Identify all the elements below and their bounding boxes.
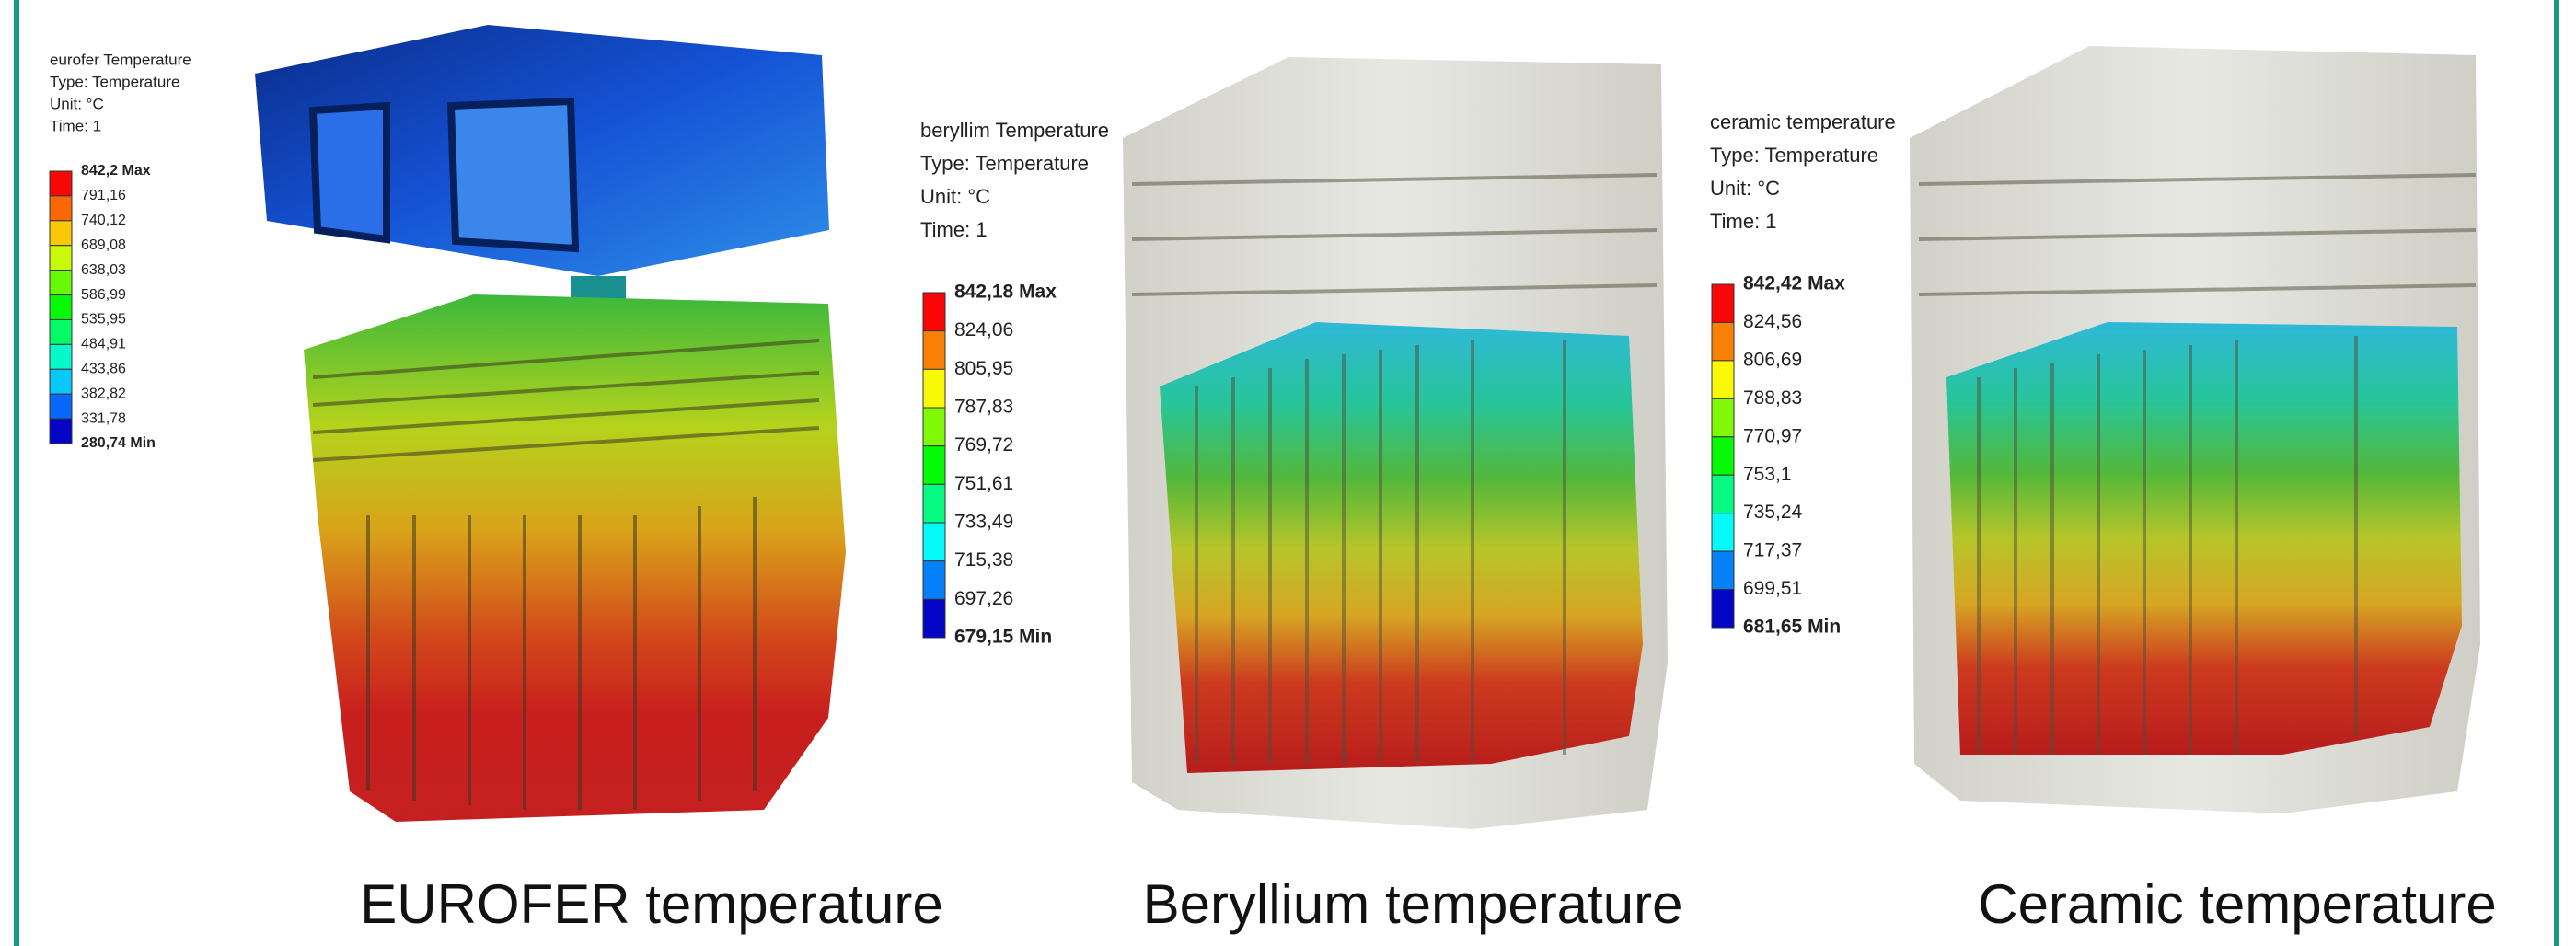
eurofer-render <box>255 25 846 822</box>
legend-band <box>50 344 72 369</box>
legend-level: 788,83 <box>1743 387 1802 409</box>
legend-level: 638,03 <box>81 262 126 278</box>
legend-line: Unit: °C <box>920 185 990 208</box>
legend-level: 679,15 Min <box>954 627 1052 648</box>
legend-level: 382,82 <box>81 386 126 401</box>
legend-line: ceramic temperature <box>1710 110 1896 133</box>
legend-band <box>50 419 72 444</box>
legend-level: 824,56 <box>1743 311 1802 332</box>
legend-line: Time: 1 <box>1710 210 1777 233</box>
beryllium-render <box>1123 57 1668 829</box>
legend-band <box>1712 590 1734 628</box>
legend-band <box>50 246 72 271</box>
caption: EUROFER temperature <box>360 873 943 935</box>
legend-band <box>923 369 945 408</box>
legend-line: Type: Temperature <box>920 152 1089 175</box>
legend-level: 740,12 <box>81 213 126 228</box>
legend-level: 824,06 <box>954 319 1013 340</box>
legend-level: 842,2 Max <box>81 163 151 179</box>
legend-band <box>923 484 945 523</box>
legend-level: 697,26 <box>954 588 1013 609</box>
legend-band <box>1712 398 1734 436</box>
legend-band <box>923 446 945 485</box>
legend-line: Type: Temperature <box>1710 144 1878 167</box>
legend-band <box>1712 475 1734 513</box>
legend-level: 842,18 Max <box>954 282 1057 303</box>
legend-band <box>50 319 72 344</box>
legend-band <box>50 394 72 419</box>
legend-level: 769,72 <box>954 434 1013 456</box>
legend-band <box>1712 513 1734 551</box>
legend-band <box>923 561 945 600</box>
legend-line: beryllim Temperature <box>920 119 1109 142</box>
legend-band <box>923 599 945 638</box>
legend-level: 484,91 <box>81 337 126 352</box>
legend-level: 433,86 <box>81 361 126 376</box>
legend-level: 791,16 <box>81 188 126 203</box>
legend-line: Unit: °C <box>1710 177 1780 200</box>
legend-band <box>50 221 72 246</box>
legend-band <box>50 171 72 196</box>
legend-level: 699,51 <box>1743 578 1802 599</box>
legend-band <box>923 293 945 331</box>
legend-level: 787,83 <box>954 397 1013 418</box>
legend-line: eurofer Temperature <box>50 51 191 68</box>
legend-level: 280,74 Min <box>81 435 156 451</box>
legend-level: 770,97 <box>1743 425 1802 446</box>
figure: eurofer Temperature Type: Temperature Unit… <box>0 0 2576 946</box>
legend-line: Time: 1 <box>920 218 988 241</box>
legend-band <box>1712 322 1734 360</box>
legend-line: Type: Temperature <box>50 73 179 90</box>
legend-level: 535,95 <box>81 312 126 328</box>
legend-level: 805,95 <box>954 358 1013 379</box>
legend-level: 842,42 Max <box>1743 273 1845 294</box>
legend-band <box>923 523 945 561</box>
legend-band <box>50 369 72 394</box>
legend-level: 735,24 <box>1743 502 1803 523</box>
legend-band <box>50 271 72 295</box>
ceramic-render <box>1910 46 2480 813</box>
legend-band <box>1712 551 1734 589</box>
legend-level: 751,61 <box>954 473 1013 494</box>
legend-band <box>1712 361 1734 398</box>
legend-level: 753,1 <box>1743 464 1792 485</box>
legend-band <box>923 331 945 370</box>
legend-band <box>1712 284 1734 322</box>
legend-line: Time: 1 <box>50 117 101 134</box>
legend-band <box>1712 437 1734 475</box>
legend-band <box>923 408 945 446</box>
legend-band <box>50 196 72 221</box>
caption: Ceramic temperature <box>1978 873 2497 935</box>
caption: Beryllium temperature <box>1143 873 1683 935</box>
legend-level: 733,49 <box>954 512 1013 533</box>
legend-band <box>50 295 72 320</box>
legend-level: 586,99 <box>81 287 126 303</box>
legend-level: 715,38 <box>954 549 1013 571</box>
legend-level: 689,08 <box>81 237 126 253</box>
legend-level: 806,69 <box>1743 349 1802 370</box>
legend-level: 331,78 <box>81 410 126 426</box>
legend-level: 681,65 Min <box>1743 617 1841 638</box>
legend-line: Unit: °C <box>50 95 104 112</box>
legend-level: 717,37 <box>1743 540 1802 561</box>
